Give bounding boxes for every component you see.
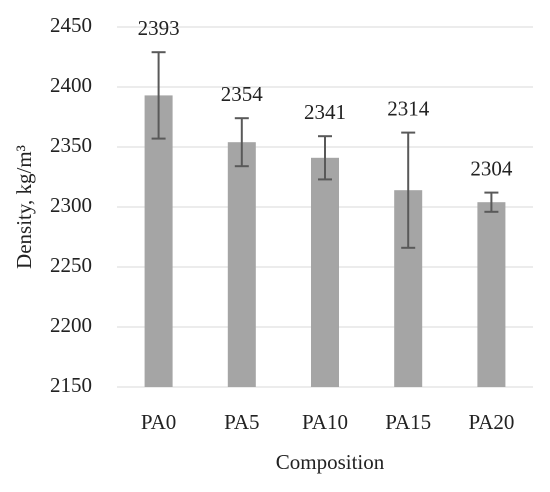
x-axis-label: Composition [276,450,385,474]
bar [477,202,506,387]
x-tick-label: PA0 [141,410,176,434]
x-tick-label: PA15 [385,410,431,434]
bar [227,142,256,387]
y-axis-label: Density, kg/m³ [12,145,36,269]
bar [144,95,173,388]
data-label: 2314 [387,96,430,120]
y-tick-label: 2400 [50,73,92,97]
x-tick-label: PA20 [468,410,514,434]
y-tick-label: 2250 [50,253,92,277]
y-tick-label: 2450 [50,13,92,37]
y-tick-label: 2350 [50,133,92,157]
data-label: 2341 [304,100,346,124]
y-tick-label: 2200 [50,313,92,337]
data-label: 2354 [221,82,264,106]
x-tick-label: PA10 [302,410,348,434]
bar [311,157,339,387]
y-tick-label: 2300 [50,193,92,217]
data-label: 2393 [138,16,180,40]
x-tick-label: PA5 [224,410,259,434]
data-label: 2304 [470,156,513,180]
y-tick-label: 2150 [50,373,92,397]
